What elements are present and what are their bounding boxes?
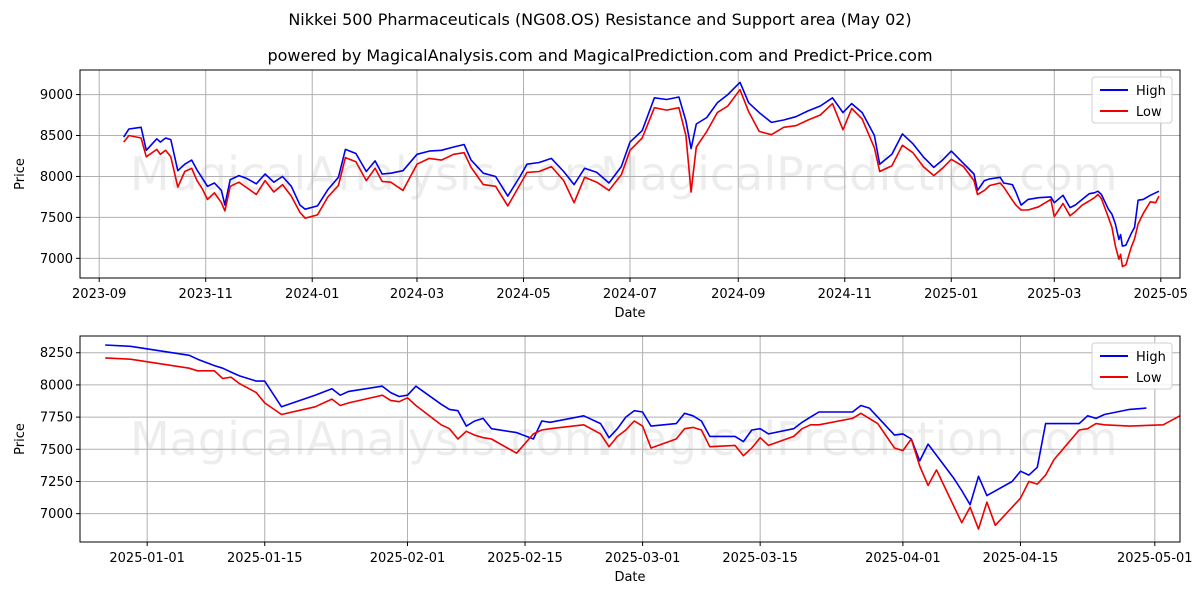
x-tick-label: 2024-11: [818, 287, 872, 302]
x-tick-label: 2024-03: [390, 287, 444, 302]
legend: High Low: [1091, 342, 1173, 390]
x-tick-label: 2025-01-15: [227, 551, 303, 566]
watermark-text: MagicalAnalysis.com: [130, 147, 609, 201]
x-tick-label: 2025-03-01: [605, 551, 681, 566]
y-tick-label: 7000: [40, 507, 73, 522]
x-tick-label: 2025-02-01: [370, 551, 446, 566]
x-axis-label: Date: [614, 570, 645, 585]
y-tick-label: 8000: [40, 378, 73, 393]
y-tick-label: 8000: [40, 170, 73, 185]
plot-frame: [79, 69, 1181, 279]
x-tick-label: 2025-01-01: [109, 551, 185, 566]
legend-label-low: Low: [1136, 371, 1162, 386]
y-tick-label: 7500: [40, 211, 73, 226]
y-tick-label: 8500: [40, 129, 73, 144]
y-tick-label: 7000: [40, 252, 73, 267]
x-tick-label: 2025-04-15: [983, 551, 1059, 566]
plot-frame: [79, 335, 1181, 543]
legend: High Low: [1091, 76, 1173, 124]
x-tick-label: 2025-03-15: [722, 551, 798, 566]
y-tick-label: 7500: [40, 443, 73, 458]
x-tick-label: 2025-02-15: [487, 551, 563, 566]
x-tick-label: 2024-07: [603, 287, 657, 302]
x-tick-label: 2024-01: [285, 287, 339, 302]
series-line-low: [123, 88, 1160, 268]
x-tick-label: 2024-09: [711, 287, 765, 302]
x-tick-label: 2025-03: [1027, 287, 1081, 302]
y-axis-label: Price: [13, 158, 28, 190]
x-tick-label: 2023-11: [179, 287, 233, 302]
x-tick-label: 2025-05: [1134, 287, 1188, 302]
x-tick-label: 2025-04-01: [865, 551, 941, 566]
x-tick-label: 2024-05: [496, 287, 550, 302]
legend-label-low: Low: [1136, 105, 1162, 120]
series-line-high: [123, 81, 1160, 247]
x-tick-label: 2025-01: [924, 287, 978, 302]
y-tick-label: 8250: [40, 346, 73, 361]
series-line-high: [105, 344, 1147, 506]
y-tick-label: 7250: [40, 475, 73, 490]
y-tick-label: 9000: [40, 88, 73, 103]
y-tick-label: 7750: [40, 411, 73, 426]
x-tick-label: 2025-05-01: [1117, 551, 1193, 566]
chart-title: Nikkei 500 Pharmaceuticals (NG08.OS) Res…: [288, 10, 912, 29]
watermark-text: MagicalPrediction.com: [600, 412, 1118, 466]
x-axis-label: Date: [614, 306, 645, 321]
y-axis-label: Price: [13, 423, 28, 455]
x-tick-label: 2023-09: [72, 287, 126, 302]
watermark-text: MagicalPrediction.com: [600, 147, 1118, 201]
watermark-text: MagicalAnalysis.com: [130, 412, 609, 466]
legend-label-high: High: [1136, 84, 1166, 99]
series-line-low: [105, 357, 1181, 530]
legend-label-high: High: [1136, 350, 1166, 365]
chart-panel-2: MagicalAnalysis.comMagicalPrediction.com…: [13, 335, 1193, 585]
chart-panel-1: MagicalAnalysis.comMagicalPrediction.com…: [13, 69, 1188, 321]
chart-subtitle: powered by MagicalAnalysis.com and Magic…: [267, 46, 933, 65]
